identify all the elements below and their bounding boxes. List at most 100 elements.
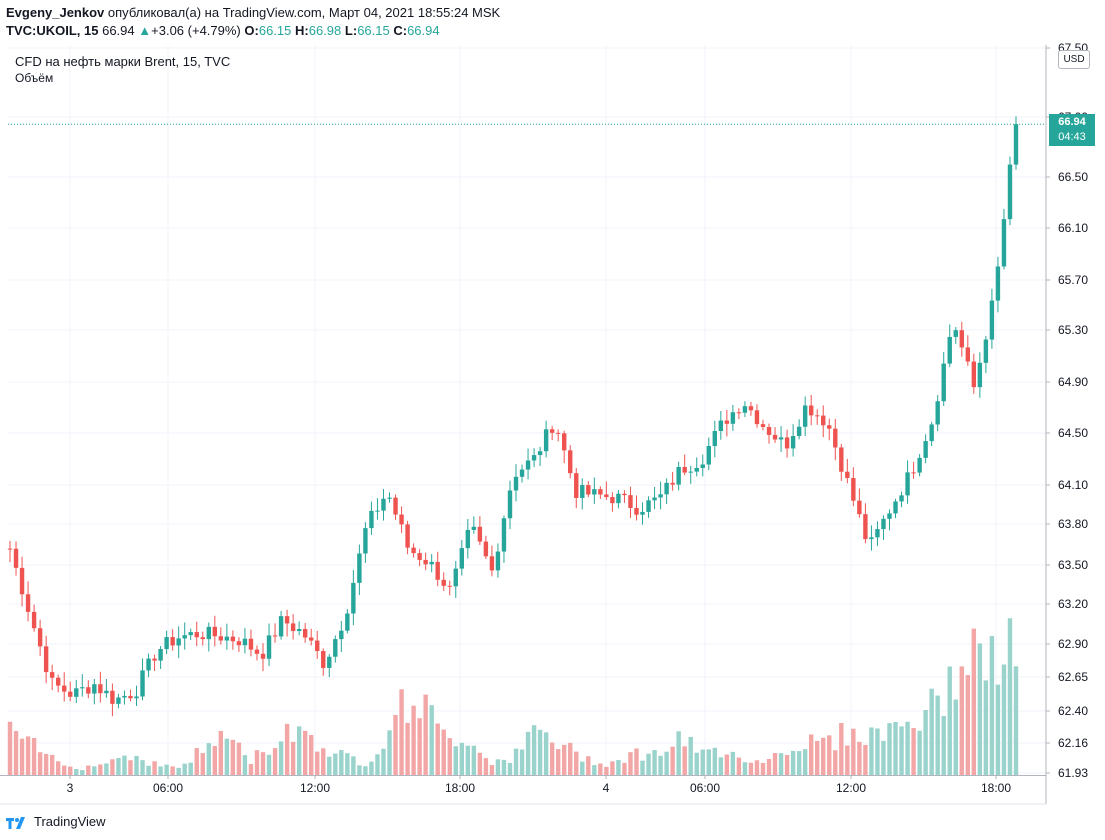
y-tick-label: 64.90 <box>1058 375 1088 389</box>
candle-body <box>959 330 964 348</box>
volume-bar <box>586 756 591 775</box>
symbol-name[interactable]: TVC:UKOIL, 15 <box>6 23 99 38</box>
candle-body <box>821 415 826 426</box>
y-tick-label: 65.70 <box>1058 273 1088 287</box>
candle-body <box>772 434 778 440</box>
candle-body <box>49 672 55 678</box>
candle-body <box>754 410 760 425</box>
candle-body <box>923 441 928 458</box>
volume-bar <box>616 760 621 775</box>
candle-body <box>194 632 199 638</box>
candle-body <box>562 433 567 451</box>
volume-bar <box>929 688 934 775</box>
instrument-legend[interactable]: CFD на нефть марки Brent, 15, TVC <box>15 54 231 69</box>
volume-bar <box>718 757 724 775</box>
candle-body <box>604 494 609 498</box>
publish-line: Evgeny_Jenkov опубликовал(а) на TradingV… <box>6 5 500 20</box>
candle-body <box>164 637 169 650</box>
candle-body <box>158 649 163 661</box>
author-name[interactable]: Evgeny_Jenkov <box>6 5 105 20</box>
candle-body <box>760 424 766 428</box>
volume-bar <box>712 747 718 775</box>
volume-bar <box>959 666 964 775</box>
candle-body <box>357 553 362 583</box>
currency-button[interactable]: USD <box>1058 50 1090 69</box>
volume-bar <box>290 741 296 775</box>
volume-bar <box>98 764 103 775</box>
volume-bar <box>851 728 856 775</box>
candle-body <box>833 428 838 448</box>
volume-bar <box>971 628 977 775</box>
volume-bar <box>393 714 398 775</box>
candle-body <box>555 432 561 434</box>
y-tick-label: 66.10 <box>1058 221 1088 235</box>
candle-body <box>947 336 952 364</box>
candle-body <box>405 524 410 548</box>
volume-bar <box>411 705 416 775</box>
candle-body <box>483 541 489 557</box>
volume-bar <box>260 752 266 775</box>
volume-bar <box>700 749 705 775</box>
candle-body <box>302 628 308 638</box>
volume-bar <box>62 765 67 775</box>
candle-body <box>435 561 440 580</box>
volume-bar <box>86 765 91 775</box>
open-value: 66.15 <box>258 23 292 38</box>
volume-bar <box>965 675 971 775</box>
volume-bar <box>537 729 543 775</box>
volume-bar <box>947 666 952 775</box>
volume-bar <box>459 742 464 775</box>
candle-body <box>586 485 591 495</box>
volume-bar <box>74 769 79 775</box>
plot-area <box>8 45 1046 775</box>
volume-bar <box>863 744 868 775</box>
volume-bar <box>296 726 302 775</box>
candle-body <box>37 628 43 647</box>
candle-body <box>977 362 983 388</box>
volume-bar <box>525 731 531 775</box>
candle-body <box>110 690 115 704</box>
volume-bar <box>808 734 814 775</box>
candle-body <box>784 437 790 449</box>
volume-bar <box>122 755 127 775</box>
open-label: O: <box>244 23 259 38</box>
candle-body <box>104 690 109 694</box>
volume-bar <box>387 730 392 775</box>
candle-body <box>989 300 995 340</box>
publish-info: опубликовал(а) на TradingView.com, Март … <box>107 5 501 20</box>
volume-bar <box>369 761 374 775</box>
candle-body <box>869 537 874 540</box>
candle-body <box>688 471 693 473</box>
x-tick-label: 4 <box>603 781 610 795</box>
volume-bar <box>134 755 139 775</box>
y-tick-label: 62.90 <box>1058 637 1088 651</box>
volume-bar <box>158 766 163 775</box>
candle-body <box>465 529 471 549</box>
y-tick-label: 64.10 <box>1058 478 1088 492</box>
volume-bar <box>778 753 784 775</box>
y-tick-label: 65.30 <box>1058 323 1088 337</box>
candle-body <box>423 559 428 565</box>
volume-bar <box>796 751 802 775</box>
candle-body <box>712 430 718 446</box>
volume-bar <box>869 727 874 775</box>
candle-body <box>845 471 850 479</box>
volume-bar <box>1013 666 1019 775</box>
volume-bar <box>531 725 537 775</box>
candle-body <box>19 567 25 595</box>
candle-body <box>327 656 332 668</box>
volume-bar <box>116 758 121 775</box>
candle-body <box>568 450 573 474</box>
volume-bar <box>688 736 693 775</box>
candle-body <box>634 507 639 515</box>
volume-bar <box>80 770 85 775</box>
volume-legend[interactable]: Объём <box>15 71 54 85</box>
candle-body <box>905 472 910 496</box>
footer-brand[interactable]: TradingView <box>6 814 106 830</box>
close-label: C: <box>393 23 408 38</box>
volume-bar <box>839 723 844 775</box>
volume-bar <box>327 756 332 775</box>
volume-bar <box>646 753 651 775</box>
volume-bar <box>754 760 760 775</box>
